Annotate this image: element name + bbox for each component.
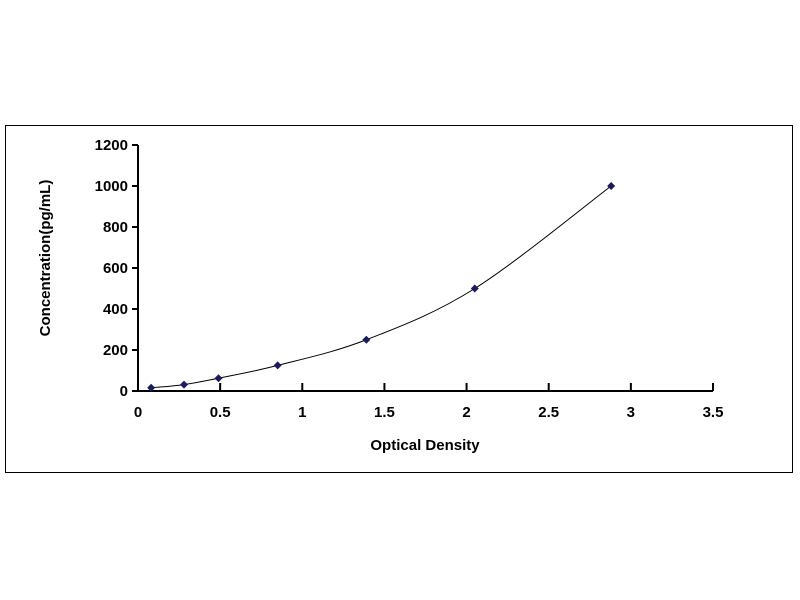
data-point <box>214 374 223 383</box>
chart-frame <box>5 125 793 473</box>
y-tick-label: 1200 <box>95 137 128 154</box>
axes: 0 0.5 1 1.5 2 2.5 3 3.5 0 200 400 600 800 1000 1200 <box>95 137 724 421</box>
y-tick-label: 800 <box>103 219 128 236</box>
x-tick-label: 2 <box>462 404 470 421</box>
y-tick-label: 200 <box>103 342 128 359</box>
x-tick-label: 0.5 <box>210 404 231 421</box>
x-tick-label: 3.5 <box>703 404 724 421</box>
x-tick-label: 1 <box>298 404 306 421</box>
data-point <box>607 182 616 190</box>
x-axis-label: Optical Density <box>370 437 480 454</box>
x-tick-label: 0 <box>134 404 142 421</box>
y-tick-label: 1000 <box>95 178 128 195</box>
data-point <box>180 380 188 389</box>
data-point <box>273 361 282 370</box>
y-tick-label: 400 <box>103 301 128 318</box>
fit-curve <box>151 185 612 389</box>
x-tick-label: 3 <box>627 404 635 421</box>
x-tick-label: 1.5 <box>374 404 395 421</box>
x-tick-label: 2.5 <box>538 404 559 421</box>
data-point <box>147 383 156 392</box>
y-tick-label: 600 <box>103 260 128 277</box>
y-axis-label: Concentration(pg/mL) <box>37 180 54 337</box>
data-point <box>470 284 479 293</box>
y-tick-label: 0 <box>120 383 128 400</box>
data-point <box>362 335 371 344</box>
